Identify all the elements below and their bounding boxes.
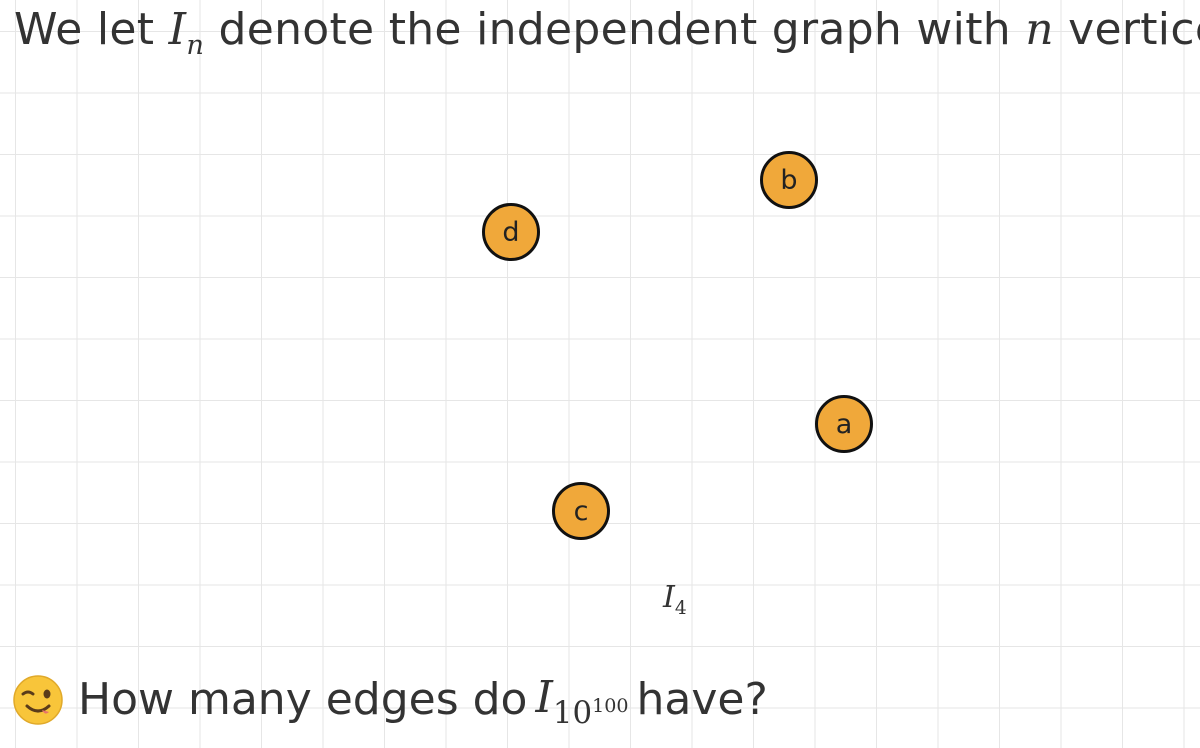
- vertex-c[interactable]: c: [552, 482, 610, 540]
- graph-caption: I4: [663, 580, 687, 619]
- definition-text-start: We let: [14, 4, 169, 55]
- graph-caption-subscript: 4: [674, 597, 687, 619]
- question-exponent: 100: [592, 694, 629, 718]
- definition-text-end: vertices.: [1068, 4, 1200, 55]
- graph-symbol-subscript: n: [186, 29, 205, 61]
- vertex-a[interactable]: a: [815, 395, 873, 453]
- vertex-label: b: [780, 164, 798, 196]
- winking-face-icon: [13, 675, 63, 725]
- question-text: How many edges do I10100 have?: [12, 670, 768, 731]
- question-text-start: How many edges do: [78, 674, 528, 725]
- definition-text: We let In denote the independent graph w…: [14, 4, 1200, 61]
- vertex-b[interactable]: b: [760, 151, 818, 209]
- vertex-label: d: [502, 216, 520, 248]
- vertex-label: a: [835, 408, 853, 440]
- question-text-end: have?: [636, 674, 768, 725]
- graph-symbol: In: [168, 4, 205, 61]
- vertex-label: c: [573, 495, 589, 527]
- vertex-d[interactable]: d: [482, 203, 540, 261]
- question-graph-symbol: I10100: [535, 672, 629, 731]
- vertex-count-symbol: n: [1025, 4, 1054, 55]
- definition-text-middle: denote the independent graph with: [204, 4, 1026, 55]
- question-subscript: 10100: [552, 694, 629, 731]
